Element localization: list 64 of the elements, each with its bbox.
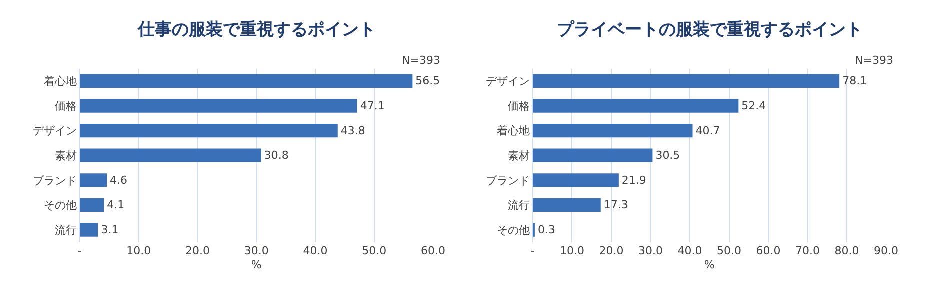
bar: [532, 198, 601, 212]
bar: [80, 223, 98, 237]
data-label: 52.4: [742, 100, 766, 112]
x-tick-label: -: [78, 244, 82, 258]
x-tick-label: 70.0: [796, 244, 820, 258]
x-axis-title: %: [251, 258, 262, 272]
data-label: 21.9: [622, 174, 646, 187]
x-tick-label: 20.0: [185, 244, 210, 258]
x-tick-label: 60.0: [756, 244, 781, 258]
y-tick-label: デザイン: [486, 75, 530, 88]
y-tick-label: ブランド: [486, 174, 530, 188]
y-tick-label: 価格: [508, 100, 530, 113]
bar: [532, 174, 619, 188]
x-axis-title: %: [704, 258, 715, 272]
data-label: 0.3: [538, 224, 556, 236]
y-tick-label: デザイン: [32, 124, 77, 138]
text: N=393: [402, 54, 440, 67]
bar: [80, 124, 338, 138]
data-label: 3.1: [101, 224, 119, 236]
y-tick-label: 流行: [508, 199, 530, 212]
data-label: 17.3: [604, 198, 628, 212]
data-label: 4.1: [107, 198, 125, 212]
x-tick-label: 80.0: [834, 244, 860, 258]
data-label: 40.7: [696, 124, 720, 138]
y-tick-label: 着心地: [44, 75, 77, 88]
x-tick-label: 50.0: [717, 244, 742, 258]
bar: [532, 74, 840, 88]
chart-title: 仕事の服装で重視するポイント: [137, 20, 376, 40]
x-tick-label: 40.0: [678, 244, 702, 258]
y-tick-label: その他: [496, 224, 530, 237]
text: N=393: [855, 54, 894, 67]
bar: [532, 99, 739, 113]
x-tick-label: 30.0: [244, 244, 269, 258]
data-label: 56.5: [416, 74, 440, 88]
bar: [80, 198, 104, 212]
bar: [80, 99, 358, 113]
bar: [80, 74, 413, 88]
chart-title: プライベートの服装で重視するポイント: [557, 20, 863, 40]
x-tick-label: 60.0: [421, 244, 446, 258]
bar: [532, 124, 693, 138]
bar: [532, 148, 653, 162]
data-label: 78.1: [842, 74, 868, 88]
data-label: 30.5: [656, 149, 680, 162]
y-tick-label: 着心地: [496, 124, 530, 138]
data-label: 43.8: [340, 124, 366, 138]
y-tick-label: 価格: [54, 100, 77, 113]
y-tick-label: 素材: [54, 149, 77, 162]
x-tick-label: 90.0: [874, 244, 899, 258]
data-label: 47.1: [360, 100, 385, 112]
x-tick-label: 20.0: [599, 244, 624, 258]
bar: [80, 174, 108, 188]
y-tick-label: 流行: [54, 224, 77, 237]
y-tick-label: ブランド: [32, 174, 77, 188]
y-tick-label: 素材: [508, 149, 530, 162]
x-tick-label: -: [530, 244, 535, 258]
bar: [80, 148, 262, 162]
data-label: 30.8: [264, 149, 289, 162]
x-tick-label: 40.0: [303, 244, 328, 258]
x-tick-label: 10.0: [560, 244, 584, 258]
x-tick-label: 30.0: [638, 244, 663, 258]
y-tick-label: その他: [44, 199, 77, 212]
x-tick-label: 50.0: [362, 244, 387, 258]
data-label: 4.6: [110, 174, 128, 187]
x-tick-label: 10.0: [126, 244, 152, 258]
